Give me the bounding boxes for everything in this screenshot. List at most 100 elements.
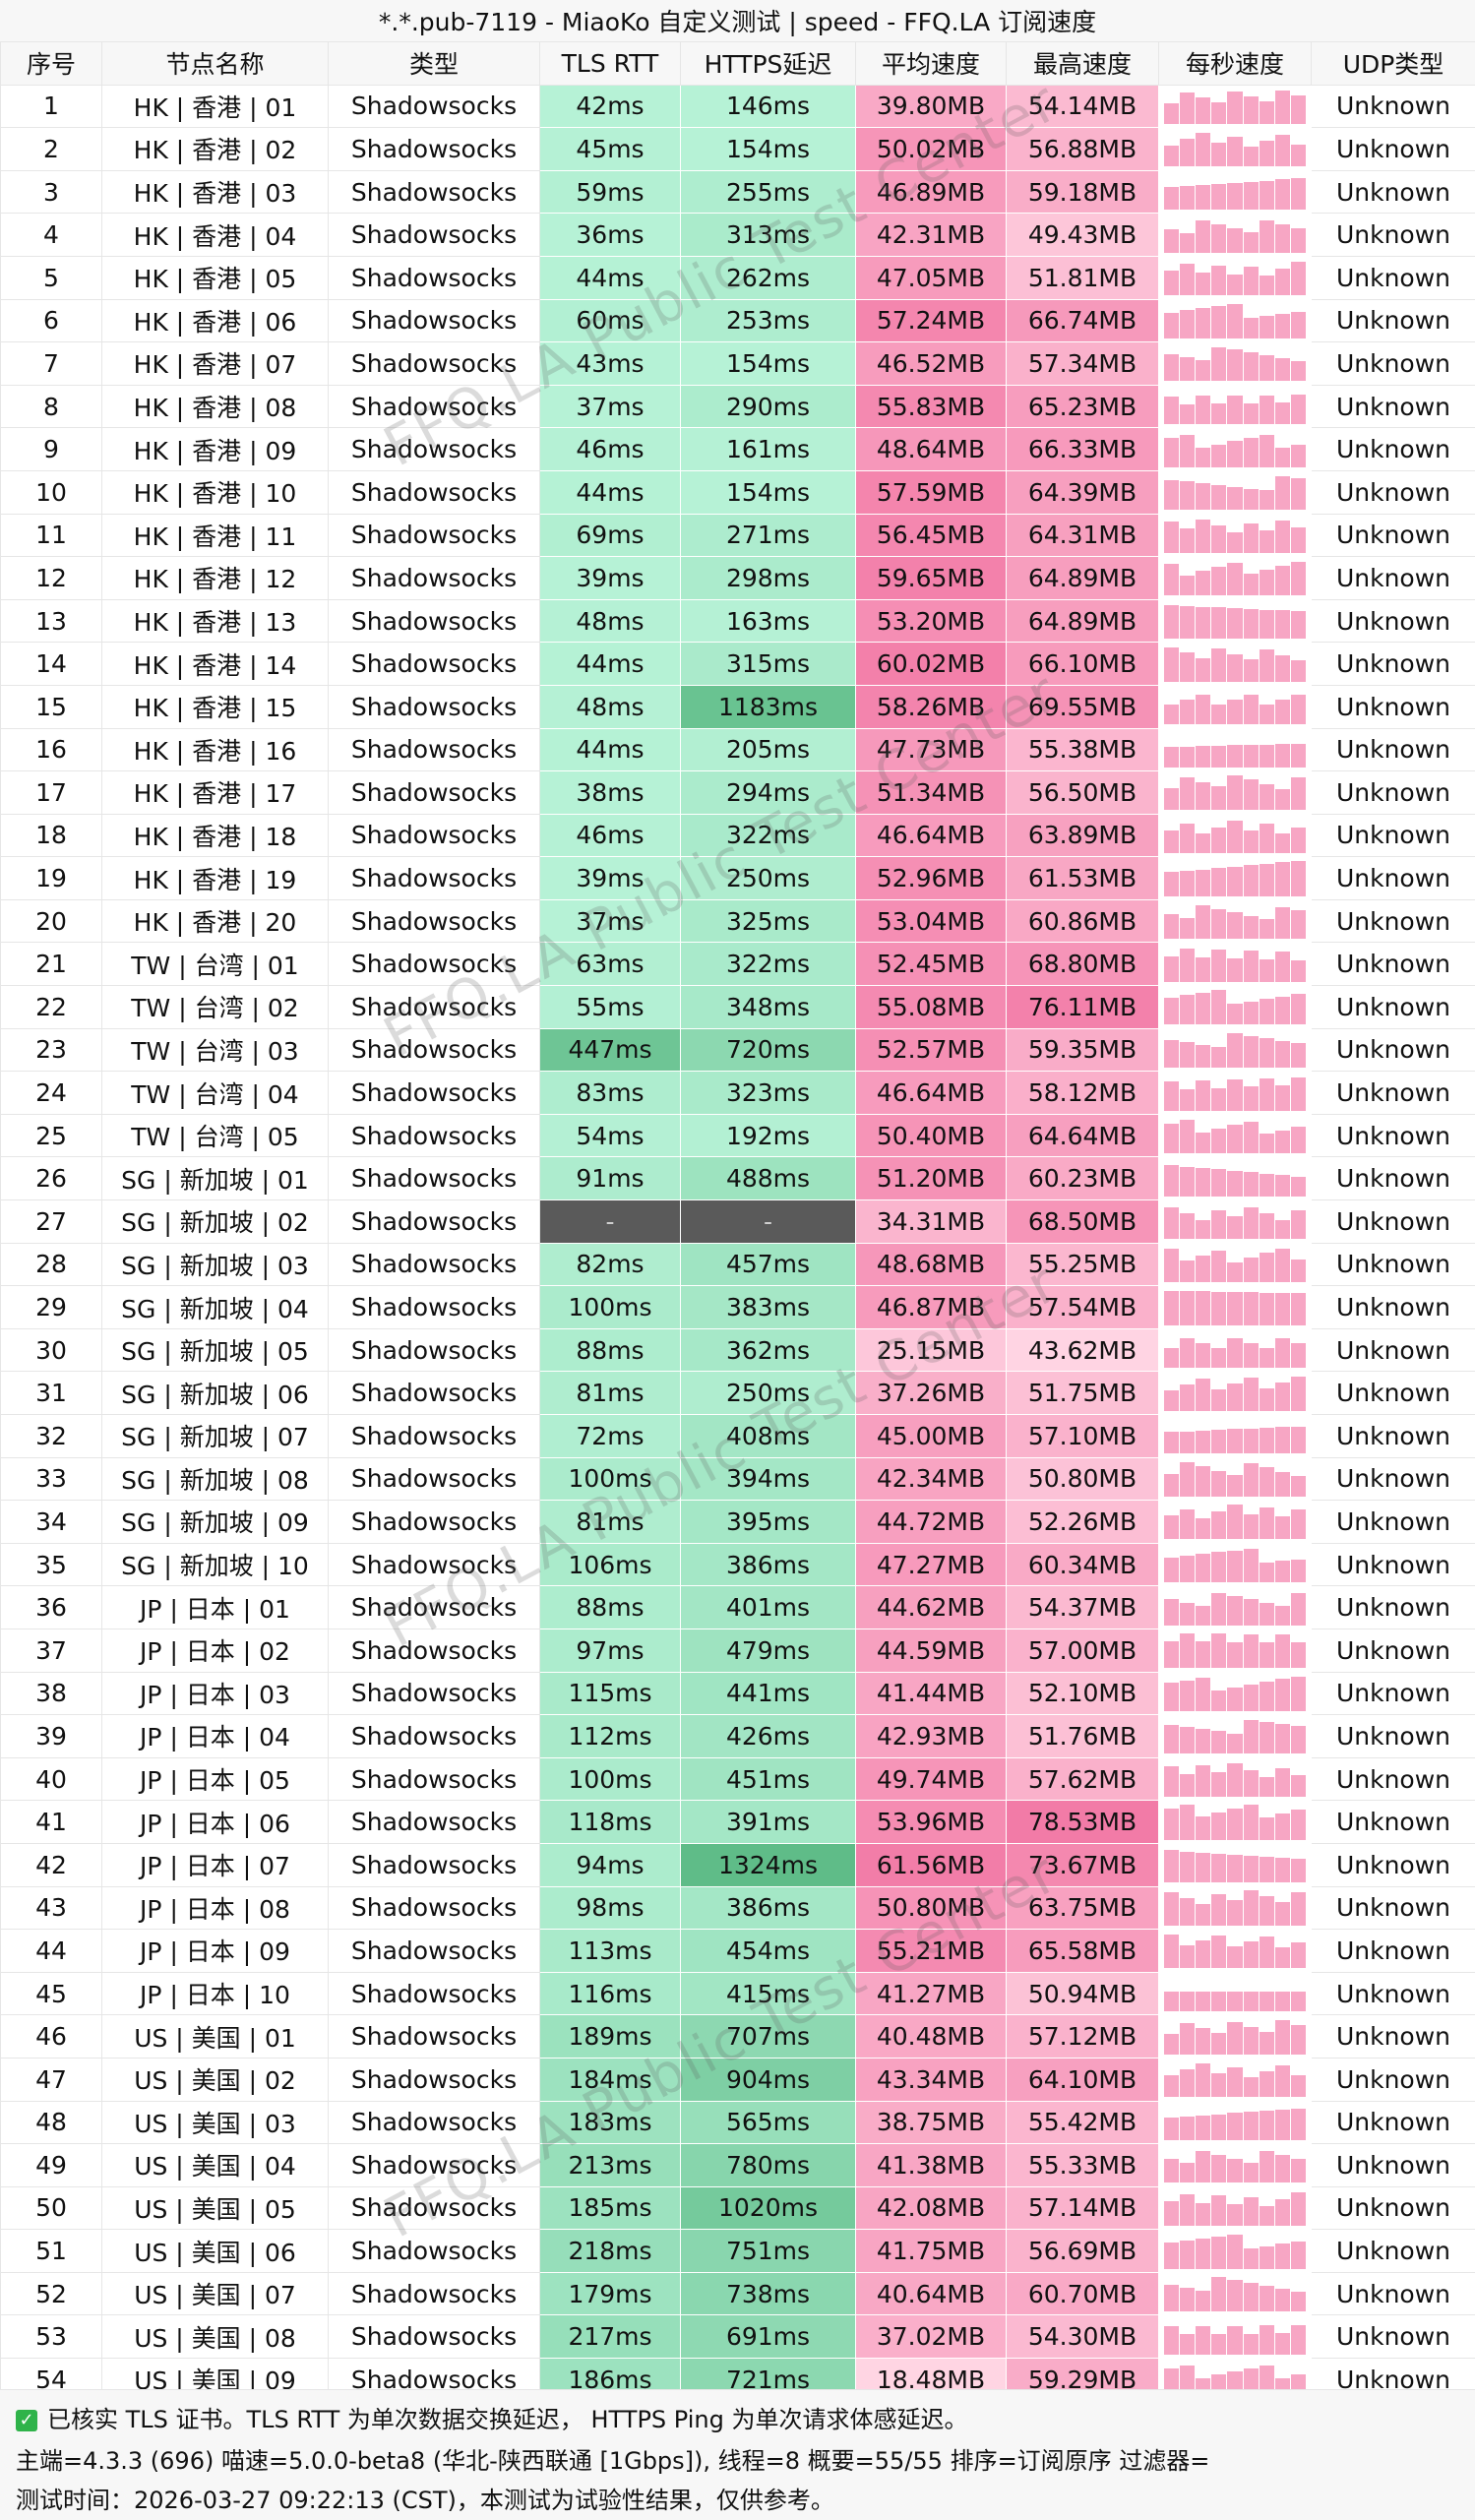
cell-avg-speed: 47.27MB xyxy=(856,1543,1007,1586)
col-header-index[interactable]: 序号 xyxy=(1,42,102,86)
speed-bar xyxy=(1164,1850,1179,1882)
cell-avg-speed: 52.96MB xyxy=(856,857,1007,900)
cell-per-second-speed xyxy=(1159,1157,1312,1200)
cell-node-name: US | 美国 | 07 xyxy=(102,2272,329,2315)
cell-avg-speed: 25.15MB xyxy=(856,1328,1007,1372)
cell-max-speed: 50.80MB xyxy=(1007,1457,1159,1501)
speed-bar xyxy=(1180,2117,1195,2140)
speed-bar xyxy=(1260,355,1274,381)
col-header-udp-type[interactable]: UDP类型 xyxy=(1312,42,1475,86)
col-header-per-second-speed[interactable]: 每秒速度 xyxy=(1159,42,1312,86)
cell-https-latency: 479ms xyxy=(681,1629,856,1672)
cell-per-second-speed xyxy=(1159,1757,1312,1801)
speed-bar xyxy=(1227,349,1242,381)
speed-bar xyxy=(1227,1596,1242,1626)
speed-bar xyxy=(1196,2326,1210,2355)
speed-bar xyxy=(1211,1389,1226,1411)
cell-index: 45 xyxy=(1,1972,102,2015)
speed-sparkline xyxy=(1164,2190,1306,2226)
speed-bar xyxy=(1211,1210,1226,1240)
col-header-tls-rtt[interactable]: TLS RTT xyxy=(540,42,681,86)
cell-index: 17 xyxy=(1,771,102,815)
col-header-type[interactable]: 类型 xyxy=(329,42,540,86)
speed-bar xyxy=(1244,1463,1259,1497)
cell-index: 35 xyxy=(1,1543,102,1586)
col-header-https-latency[interactable]: HTTPS延迟 xyxy=(681,42,856,86)
speed-bar xyxy=(1180,2334,1195,2355)
col-header-name[interactable]: 节点名称 xyxy=(102,42,329,86)
speed-bar xyxy=(1275,91,1290,124)
speed-bar xyxy=(1291,910,1306,939)
cell-per-second-speed xyxy=(1159,857,1312,900)
cell-per-second-speed xyxy=(1159,643,1312,686)
speed-bar xyxy=(1260,1213,1274,1239)
speed-bar xyxy=(1275,135,1290,166)
speed-bar xyxy=(1211,786,1226,810)
cell-per-second-speed xyxy=(1159,1886,1312,1930)
speed-bar xyxy=(1196,1045,1210,1068)
speed-sparkline xyxy=(1164,2319,1306,2355)
cell-udp-type: Unknown xyxy=(1312,342,1475,386)
speed-bar xyxy=(1211,1348,1226,1368)
col-header-avg-speed[interactable]: 平均速度 xyxy=(856,42,1007,86)
cell-udp-type: Unknown xyxy=(1312,857,1475,900)
col-header-max-speed[interactable]: 最高速度 xyxy=(1007,42,1159,86)
speed-bar xyxy=(1227,396,1242,424)
speed-bar xyxy=(1260,1777,1274,1797)
speed-bar xyxy=(1244,1685,1259,1711)
